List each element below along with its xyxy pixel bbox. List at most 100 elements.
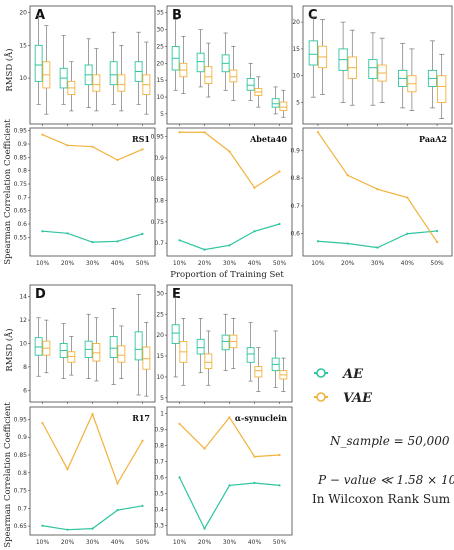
d-xtick-label: 10% (36, 539, 50, 546)
a-ae-box (134, 31, 143, 105)
spearman-ylabel-top: Spearman Correlation Coefficient (3, 119, 13, 265)
a-line-frame (29, 127, 156, 257)
box-body (204, 66, 213, 84)
c-xtick-label: 10% (311, 260, 325, 267)
e-ae-box (196, 318, 205, 374)
box-body (134, 331, 143, 361)
e-ae-box (271, 330, 280, 388)
rmsd-ylabel-top: RMSD (Å) (3, 48, 15, 91)
line-E-panel: 0.3 0.4 0.5 0.6 0.7 0.8 0.9 1 10% 20% 30% 40% 50% α-s… (154, 406, 293, 546)
e-ytick-label: 0.7 (154, 458, 164, 465)
b-xtick-label: 20% (198, 260, 212, 267)
e-xtick-label: 40% (248, 539, 262, 546)
e-ytick-label: 10 (156, 374, 164, 381)
d-ae-point (116, 509, 119, 512)
c-vae-point (316, 131, 319, 134)
box-body (254, 366, 263, 378)
legend-vae-label: VAE (343, 391, 373, 406)
a-vae-point (66, 144, 69, 147)
c-ae-box (368, 32, 378, 106)
a-ae-point (41, 230, 44, 233)
d-line-frame (29, 406, 156, 536)
c-ae-box (338, 21, 348, 103)
a-vae-point (116, 158, 119, 162)
c-xtick-label: 40% (401, 260, 415, 267)
c-ae-point (346, 242, 349, 245)
b-ytick-label: 20 (156, 60, 164, 67)
e-vae-point (228, 416, 231, 419)
box-body (142, 346, 151, 370)
b-ae-point (253, 230, 256, 233)
b-ytick-label: 30 (156, 27, 164, 34)
e-xtick-label: 20% (198, 539, 212, 546)
c-vae-point (406, 196, 409, 199)
e-ytick-label: 0.5 (154, 490, 164, 497)
a-ytick-label: 0.75 (14, 181, 28, 188)
c-ae-line (317, 230, 438, 249)
a-ae-point (141, 232, 144, 235)
box-body (109, 336, 118, 358)
b-ytick-label: 35 (156, 10, 164, 17)
d-ytick-label: 0.65 (14, 523, 28, 530)
e-vae-box (179, 318, 188, 386)
b-ytick-label: 0.8 (154, 198, 164, 205)
e-ytick-label: 0.9 (154, 426, 164, 433)
e-vae-point (203, 447, 206, 450)
d-ae-box (84, 313, 93, 379)
c-ytick-label: 0.9 (290, 147, 300, 154)
e-ae-box (171, 297, 180, 378)
c-xtick-label: 50% (430, 260, 444, 267)
c-vae-box (377, 37, 387, 103)
box-body (92, 74, 101, 92)
e-ae-point (228, 484, 231, 487)
e-ytick-label: 0.3 (154, 522, 164, 529)
c-ae-point (436, 229, 439, 233)
d-xtick-label: 40% (111, 539, 125, 546)
b-ae-point (178, 239, 181, 242)
d-ytick-label: 12 (19, 317, 27, 324)
d-vae-box (67, 336, 76, 376)
b-vae-point (178, 131, 181, 134)
n-sample-note: N_sample = 50,000 (329, 434, 450, 448)
p-value-main: P − value ≪ 1.58 × 10 (317, 473, 454, 487)
dataset-label-b: Abeta40 (249, 134, 287, 144)
c-ae-box (427, 40, 438, 109)
b-vae-point (253, 186, 256, 189)
a-ytick-label: 15 (19, 42, 27, 49)
a-xtick-label: 20% (61, 260, 75, 267)
a-vae-box (117, 44, 126, 112)
a-ytick-label: 20 (19, 10, 27, 17)
b-ae-box (196, 29, 205, 88)
box-B-panel: 5 10 15 20 25 30 35 B (156, 5, 293, 126)
a-ytick-label: 0.95 (14, 128, 28, 135)
b-xtick-label: 40% (248, 260, 262, 267)
c-ae-point (406, 232, 409, 235)
box-body (67, 351, 76, 363)
b-line-frame (166, 127, 293, 257)
e-ae-point (203, 527, 206, 530)
c-ytick-label: 0.6 (290, 231, 300, 238)
b-ae-box (171, 19, 180, 91)
b-ytick-label: 5 (160, 111, 164, 118)
e-ae-box (246, 322, 255, 382)
a-ae-box (34, 15, 43, 105)
b-xtick-label: 10% (173, 260, 187, 267)
d-ae-box (134, 294, 143, 396)
b-ytick-label: 0.75 (151, 219, 165, 226)
e-vae-box (204, 330, 213, 386)
a-vae-point (91, 145, 94, 148)
box-body (196, 52, 205, 73)
e-ytick-label: 0.6 (154, 474, 164, 481)
e-ytick-label: 1 (160, 410, 164, 417)
box-body (34, 337, 43, 356)
a-ytick-label: 0.8 (17, 168, 27, 175)
c-vae-point (436, 240, 439, 244)
d-ytick-label: 0.75 (14, 488, 28, 495)
e-ae-box (221, 313, 230, 372)
b-ytick-label: 10 (156, 94, 164, 101)
c-vae-box (407, 48, 417, 111)
e-vae-box (279, 357, 288, 392)
a-ytick-label: 0.7 (17, 194, 27, 201)
c-ae-box (398, 43, 408, 109)
